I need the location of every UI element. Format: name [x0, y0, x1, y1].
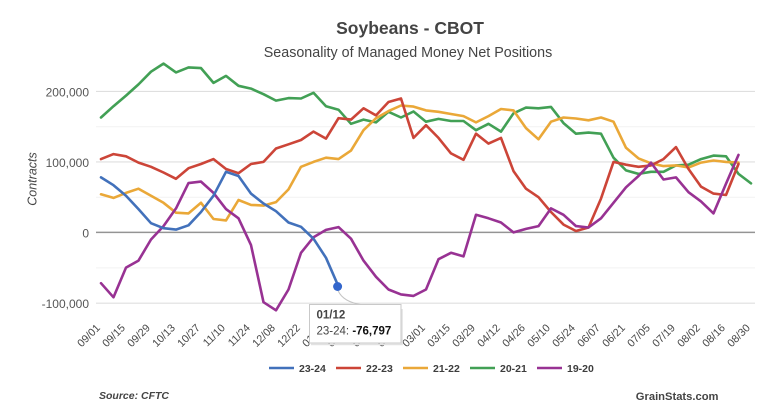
svg-text:Soybeans - CBOT: Soybeans - CBOT	[336, 18, 484, 38]
svg-text:200,000: 200,000	[46, 86, 90, 100]
svg-text:01/12: 01/12	[317, 310, 346, 322]
svg-text:23-24: 23-24	[299, 363, 326, 375]
svg-text:21-22: 21-22	[433, 363, 460, 375]
svg-text:23-24: -76,797: 23-24: -76,797	[317, 326, 392, 338]
svg-text:19-20: 19-20	[567, 363, 594, 375]
svg-text:100,000: 100,000	[46, 156, 90, 170]
svg-text:Contracts: Contracts	[26, 152, 40, 206]
svg-text:-100,000: -100,000	[42, 297, 90, 311]
svg-text:0: 0	[82, 226, 89, 240]
svg-text:GrainStats.com: GrainStats.com	[636, 391, 719, 403]
svg-text:20-21: 20-21	[500, 363, 527, 375]
svg-text:Source: CFTC: Source: CFTC	[99, 390, 169, 402]
svg-text:Seasonality of Managed Money N: Seasonality of Managed Money Net Positio…	[264, 45, 553, 61]
svg-text:22-23: 22-23	[366, 363, 393, 375]
